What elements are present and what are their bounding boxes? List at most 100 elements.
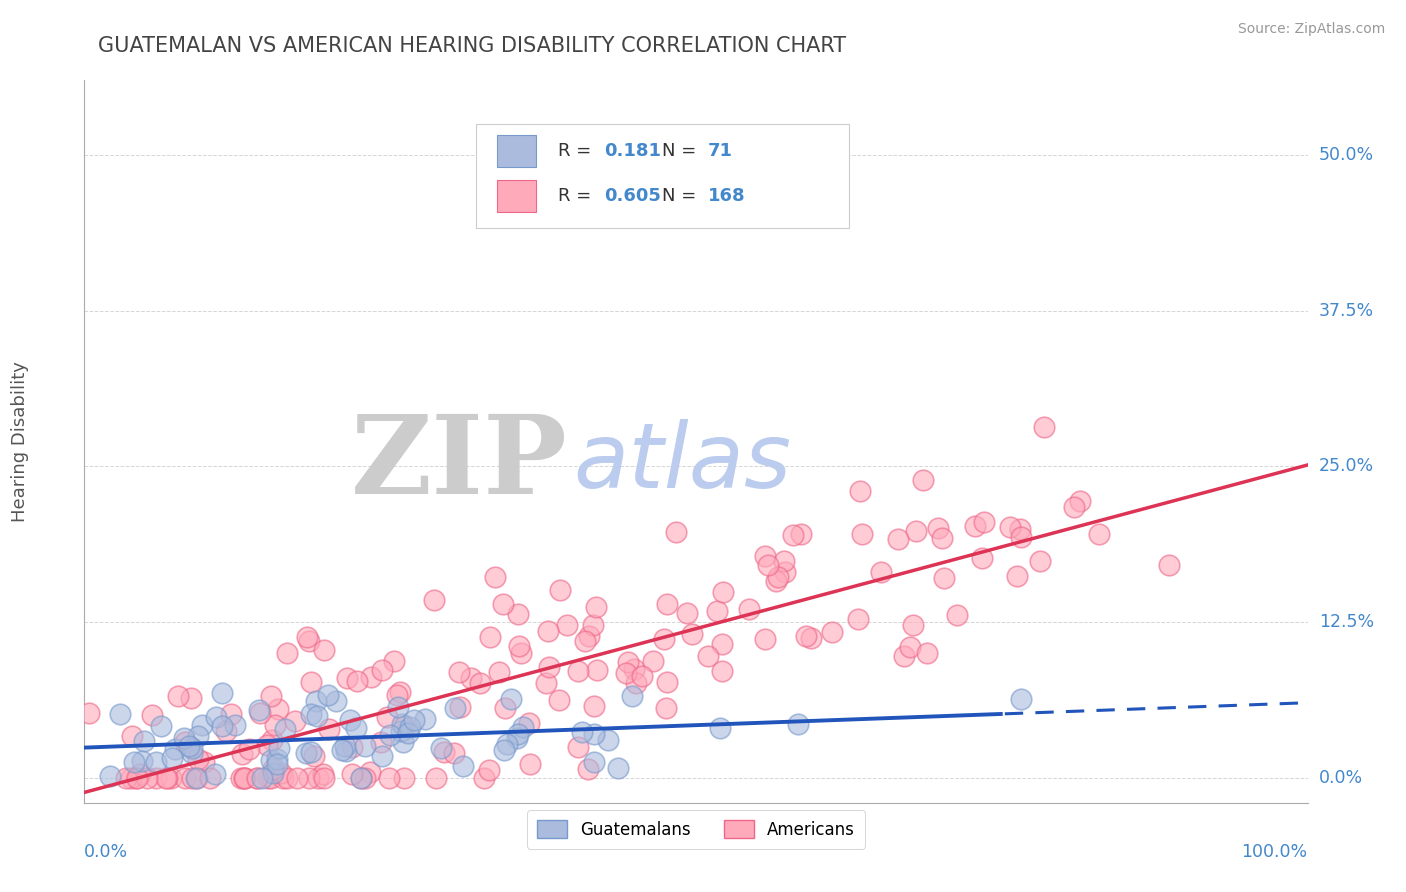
Point xyxy=(510,647,533,661)
Point xyxy=(98,768,121,782)
Point xyxy=(163,742,186,756)
Point xyxy=(299,675,322,690)
Point xyxy=(229,771,252,785)
Point xyxy=(247,703,270,717)
Point xyxy=(413,712,436,726)
Point xyxy=(460,671,482,685)
Text: atlas: atlas xyxy=(574,419,792,508)
Point xyxy=(378,771,401,785)
Point xyxy=(494,701,516,715)
Point xyxy=(311,767,333,781)
Point xyxy=(344,721,367,735)
Text: N =: N = xyxy=(662,142,702,160)
Point xyxy=(132,733,155,747)
Point xyxy=(187,751,209,765)
Point xyxy=(391,717,413,731)
Text: 71: 71 xyxy=(709,142,733,160)
Point xyxy=(302,749,325,764)
Point xyxy=(350,771,373,785)
Point xyxy=(519,757,541,772)
Point xyxy=(177,739,200,753)
Point xyxy=(339,713,361,727)
Point xyxy=(911,473,934,487)
Point xyxy=(260,732,283,747)
Text: 168: 168 xyxy=(709,187,745,205)
Point xyxy=(494,743,516,757)
Point xyxy=(848,612,870,626)
Point xyxy=(931,531,953,545)
Point xyxy=(77,706,100,720)
Point xyxy=(512,720,534,734)
Point xyxy=(472,771,495,785)
Point xyxy=(198,771,221,785)
Point xyxy=(122,755,145,769)
FancyBboxPatch shape xyxy=(496,135,536,168)
Text: 37.5%: 37.5% xyxy=(1319,301,1374,319)
Point xyxy=(488,665,510,679)
Point xyxy=(624,676,647,690)
Point xyxy=(121,729,143,743)
Point xyxy=(267,702,290,716)
Point xyxy=(274,722,297,736)
Point xyxy=(794,629,817,643)
Point xyxy=(1157,558,1180,573)
Text: 0.181: 0.181 xyxy=(605,142,661,160)
Point xyxy=(263,718,285,732)
Point xyxy=(294,746,316,760)
Point xyxy=(394,719,416,733)
Point xyxy=(789,526,811,541)
Point xyxy=(800,632,823,646)
Point xyxy=(141,707,163,722)
Point xyxy=(238,742,260,756)
Point xyxy=(508,640,530,654)
Point xyxy=(508,727,530,741)
Point xyxy=(998,520,1021,534)
Text: GUATEMALAN VS AMERICAN HEARING DISABILITY CORRELATION CHART: GUATEMALAN VS AMERICAN HEARING DISABILIT… xyxy=(98,36,846,55)
Point xyxy=(754,632,776,646)
Text: 50.0%: 50.0% xyxy=(1319,146,1374,164)
Legend: Guatemalans, Americans: Guatemalans, Americans xyxy=(527,811,865,848)
Point xyxy=(276,771,298,785)
Point xyxy=(709,721,731,735)
Point xyxy=(508,607,530,621)
FancyBboxPatch shape xyxy=(475,124,849,228)
Point xyxy=(654,701,676,715)
Point xyxy=(773,553,796,567)
Point xyxy=(295,630,318,644)
Point xyxy=(204,710,226,724)
Point xyxy=(215,724,238,739)
Point xyxy=(108,707,131,722)
Point xyxy=(582,755,605,769)
Point xyxy=(325,694,347,708)
Text: Hearing Disability: Hearing Disability xyxy=(11,361,30,522)
Point xyxy=(1010,530,1032,544)
Point xyxy=(180,741,202,756)
Point xyxy=(766,570,789,584)
Point xyxy=(614,665,637,680)
Point xyxy=(184,771,207,785)
Point xyxy=(314,643,336,657)
Point xyxy=(643,654,665,668)
Point xyxy=(370,735,392,749)
Point xyxy=(1028,554,1050,568)
Point xyxy=(219,707,242,722)
Point xyxy=(787,717,810,731)
Point xyxy=(129,766,152,780)
Text: 0.0%: 0.0% xyxy=(1319,769,1362,787)
Point xyxy=(548,582,571,597)
Point xyxy=(131,754,153,768)
Point xyxy=(623,662,645,676)
Point xyxy=(387,700,409,714)
Point xyxy=(262,765,284,780)
Point xyxy=(256,771,278,785)
Point xyxy=(574,634,596,648)
Point xyxy=(970,550,993,565)
Point xyxy=(756,558,779,572)
Point xyxy=(583,698,606,713)
Point xyxy=(534,675,557,690)
Point xyxy=(340,767,363,781)
Point xyxy=(354,739,377,753)
Point xyxy=(266,756,288,771)
Point xyxy=(1033,420,1056,434)
Point xyxy=(1010,522,1032,536)
